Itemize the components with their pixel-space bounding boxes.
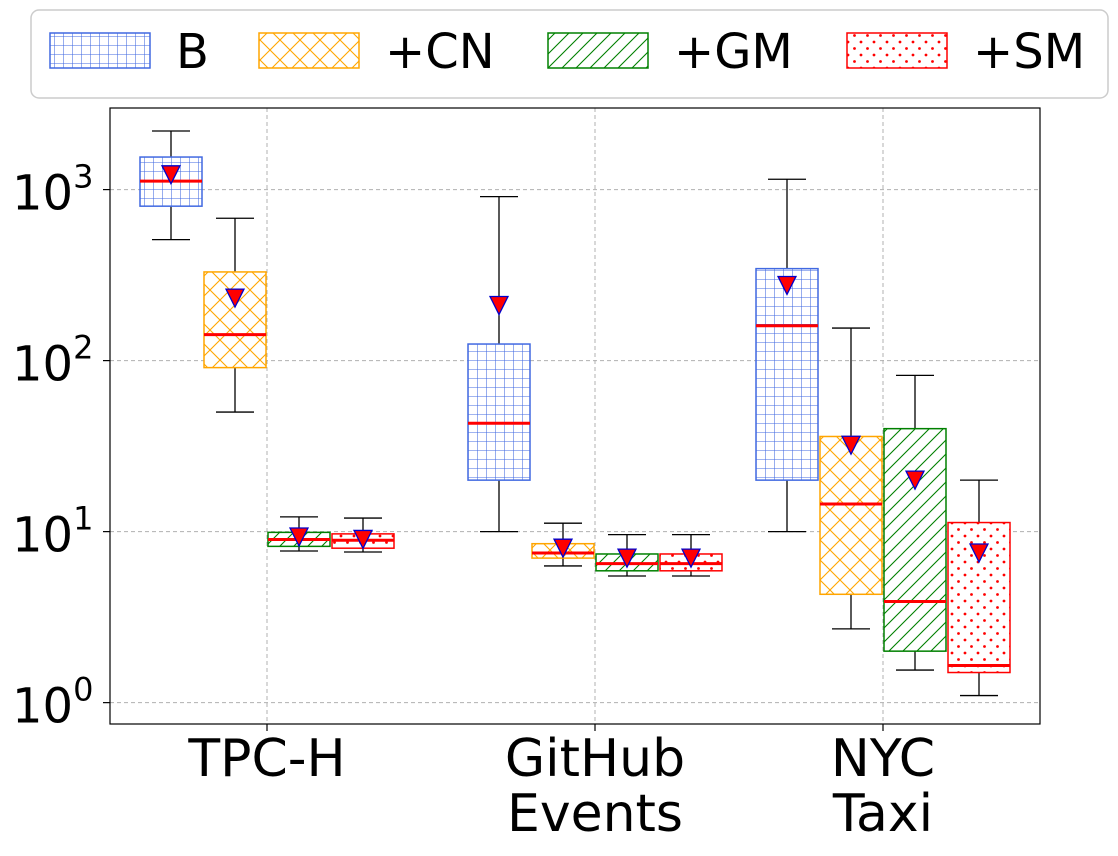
- legend-swatch: [258, 32, 360, 69]
- legend-swatch: [547, 32, 649, 69]
- x-tick-label: Events: [507, 784, 683, 844]
- box-0-0: [139, 130, 203, 241]
- mean-marker: [904, 470, 926, 491]
- legend-item-1: +CN: [258, 24, 495, 80]
- x-tick-label: Taxi: [832, 784, 933, 844]
- legend-label: +CN: [385, 24, 495, 80]
- legend-label: +GM: [674, 24, 793, 80]
- legend-swatch: [49, 32, 151, 69]
- mean-marker: [488, 295, 510, 316]
- legend-item-3: +SM: [846, 24, 1085, 80]
- y-tick-label: 102: [12, 329, 93, 393]
- legend-label: +SM: [973, 24, 1085, 80]
- box-1-0: [467, 195, 531, 533]
- box-2-3: [947, 479, 1011, 697]
- mean-marker: [616, 548, 638, 569]
- box-2-2: [883, 374, 947, 671]
- box-2-0: [755, 178, 819, 533]
- y-tick-label: 100: [12, 671, 93, 735]
- mean-marker: [160, 165, 182, 186]
- box-1-3: [659, 534, 723, 577]
- legend-item-0: B: [49, 24, 209, 80]
- mean-marker: [968, 543, 990, 564]
- mean-marker: [840, 435, 862, 456]
- y-tick-label: 101: [12, 500, 93, 564]
- box-body: [755, 267, 819, 481]
- box-body: [819, 435, 883, 596]
- plot-frame: [109, 107, 1041, 725]
- box-body: [883, 427, 947, 652]
- box-body: [467, 343, 531, 481]
- mean-marker: [224, 288, 246, 309]
- legend-swatch: [846, 32, 948, 69]
- legend-item-2: +GM: [547, 24, 793, 80]
- box-body: [203, 271, 267, 369]
- x-tick-label: GitHub: [505, 729, 685, 789]
- mean-marker: [776, 275, 798, 296]
- box-2-1: [819, 327, 883, 630]
- box-0-2: [267, 516, 331, 552]
- mean-marker: [552, 538, 574, 559]
- y-tick-label: 103: [12, 158, 93, 222]
- mean-marker: [288, 527, 310, 548]
- legend-label: B: [176, 24, 209, 80]
- box-0-1: [203, 217, 267, 413]
- legend: B +CN +GM +SM: [30, 9, 1109, 99]
- boxes: [139, 130, 1011, 697]
- mean-marker: [680, 548, 702, 569]
- box-1-2: [595, 534, 659, 577]
- x-tick-label: NYC: [831, 729, 935, 789]
- box-1-1: [531, 522, 595, 567]
- x-tick-label: TPC-H: [187, 729, 345, 789]
- mean-marker: [352, 529, 374, 550]
- grid-lines: [110, 108, 1040, 724]
- box-0-3: [331, 517, 395, 553]
